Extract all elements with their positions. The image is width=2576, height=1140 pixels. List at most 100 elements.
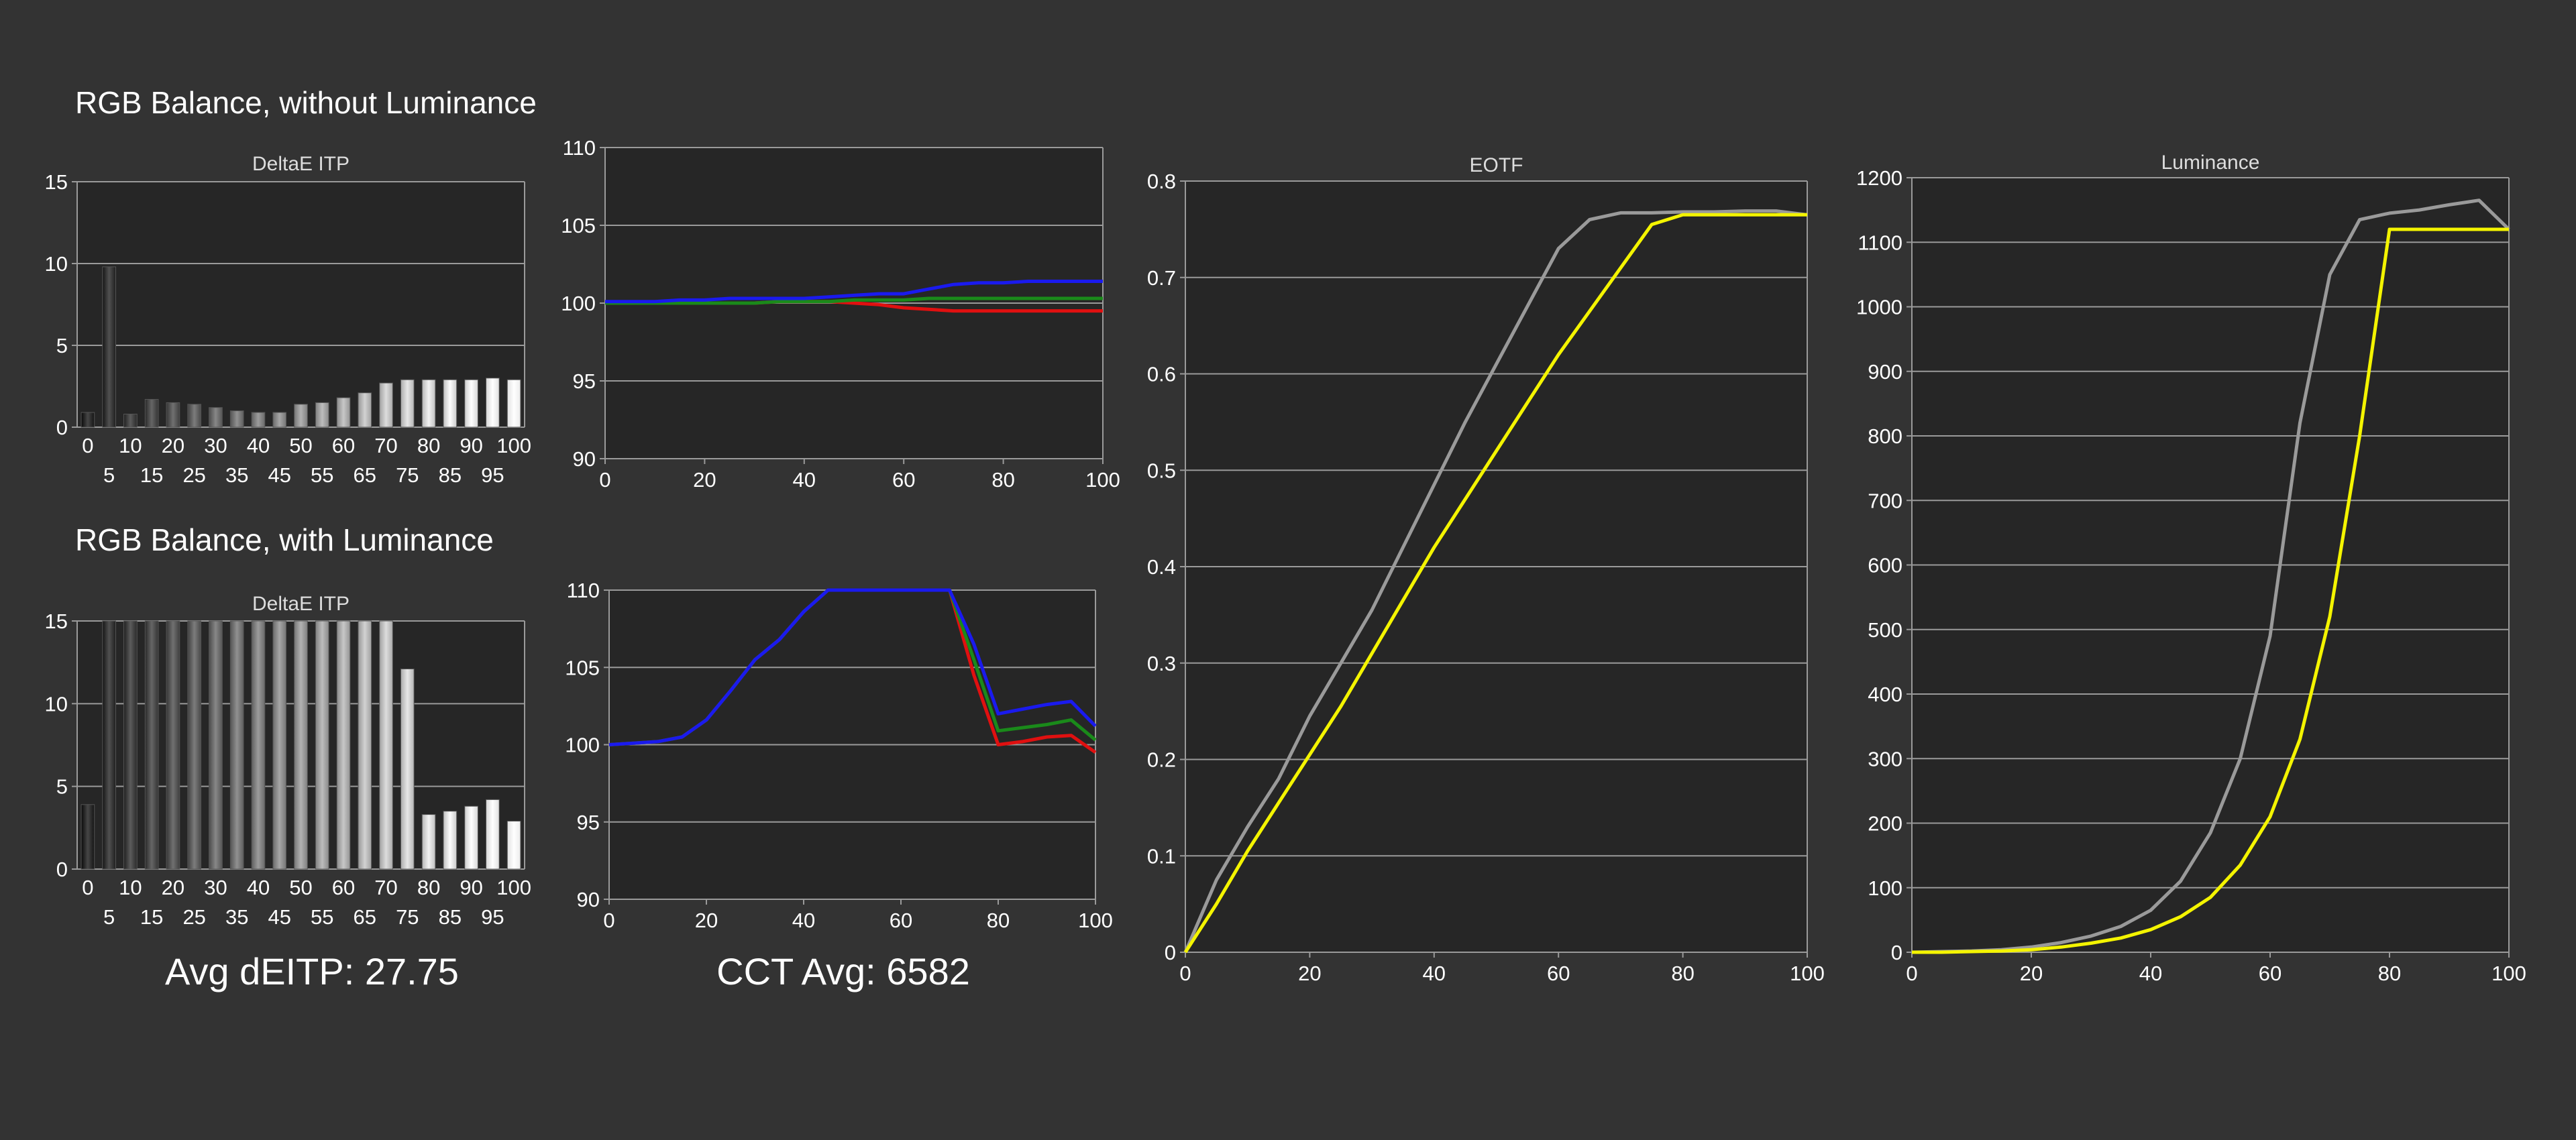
x-tick-label: 0: [603, 909, 614, 932]
bar-15: [144, 399, 159, 428]
bar-85: [443, 811, 458, 870]
x-tick-label: 100: [1078, 909, 1113, 932]
x-tick-label: 0: [1906, 962, 1917, 985]
bar-90: [464, 379, 478, 428]
y-tick-label: 110: [567, 579, 600, 602]
y-tick-label: 0.3: [1147, 652, 1176, 675]
cct-avg-label: CCT Avg: 6582: [716, 950, 970, 992]
y-tick-label: 300: [1868, 747, 1902, 771]
bar-0: [80, 412, 95, 428]
y-tick-label: 1100: [1858, 231, 1902, 254]
bar-50: [294, 404, 308, 428]
y-tick-label: 400: [1868, 683, 1902, 706]
y-tick-label: 0: [56, 416, 68, 439]
x-tick-label: 100: [496, 876, 531, 899]
chart-title: Luminance: [2161, 152, 2260, 174]
series-line-green: [605, 296, 1103, 305]
x-tick-label: 80: [417, 876, 440, 899]
y-tick-label: 0: [1891, 941, 1902, 964]
x-tick-label: 80: [987, 909, 1010, 932]
y-tick-label: 15: [45, 170, 68, 194]
chart-rgb-balance-without-luminance: 90 95 100 105 110 0 20 40 60 80 100: [561, 136, 1120, 492]
y-tick-label: 0.4: [1147, 555, 1176, 579]
series-line-yellow: [1183, 213, 1807, 954]
y-tick-label: 10: [45, 692, 68, 716]
x-tick-label: 60: [332, 434, 355, 457]
x-tick-label: 100: [1790, 962, 1825, 985]
x-tick-label: 20: [162, 876, 184, 899]
y-tick-label: 700: [1868, 489, 1902, 512]
series-line-blue: [605, 280, 1103, 304]
y-tick-label: 100: [561, 292, 596, 315]
x-tick-label: 20: [1298, 962, 1321, 985]
bar-100: [506, 820, 521, 870]
x-tick-label: 0: [1179, 962, 1191, 985]
x-tick-label: 70: [374, 434, 397, 457]
chart-title: EOTF: [1470, 154, 1523, 176]
y-tick-label: 0.6: [1147, 363, 1176, 386]
x-tick-label: 80: [417, 434, 440, 457]
x-tick-label: 40: [792, 909, 815, 932]
chart-eotf: 0 0.1 0.2 0.3 0.4 0.5 0.6 0.7 0.8 EOTF 0 20 40 60 80 10…: [1147, 154, 1825, 985]
chart-rgb-balance-with-luminance: 90 95 100 105 110 0 20 40 60 80 100: [565, 579, 1113, 932]
y-tick-label: 0.5: [1147, 459, 1176, 482]
y-tick-label: 0: [1165, 941, 1176, 964]
x-tick-label: 90: [460, 876, 482, 899]
bar-10: [123, 620, 138, 870]
bar-0: [80, 804, 95, 870]
x-tick-label: 80: [2378, 962, 2401, 985]
x-tick-label: 0: [82, 876, 93, 899]
y-tick-label: 800: [1868, 424, 1902, 448]
series-line-gray: [1183, 209, 1808, 953]
x-tick-label: 100: [1085, 468, 1120, 492]
chart-title: DeltaE ITP: [252, 593, 350, 615]
x-tick-label: 60: [890, 909, 912, 932]
bar-60: [336, 620, 351, 870]
x-tick-label: 10: [119, 876, 142, 899]
bar-35: [229, 620, 244, 870]
y-tick-label: 5: [56, 775, 68, 799]
y-tick-label: 105: [561, 214, 596, 237]
x-tick-label: 20: [695, 909, 718, 932]
bar-80: [421, 814, 436, 870]
x-tick-label: 100: [496, 434, 531, 457]
x-tick-label: 40: [247, 876, 270, 899]
x-tick-label: 35: [225, 905, 248, 929]
x-tick-label: 60: [1547, 962, 1570, 985]
bar-65: [358, 392, 372, 428]
y-tick-label: 0.2: [1147, 748, 1176, 772]
bar-25: [187, 620, 202, 870]
x-tick-label: 20: [693, 468, 716, 492]
x-tick-label: 50: [289, 876, 312, 899]
bar-70: [379, 620, 393, 870]
x-tick-label: 50: [289, 434, 312, 457]
x-tick-label: 55: [311, 463, 333, 487]
x-tick-label: 40: [247, 434, 270, 457]
x-tick-label: 95: [481, 463, 504, 487]
x-tick-label: 5: [103, 463, 115, 487]
x-tick-label: 25: [182, 905, 205, 929]
bar-40: [251, 412, 266, 428]
bar-10: [123, 413, 138, 428]
y-tick-label: 500: [1868, 618, 1902, 642]
bar-50: [294, 620, 308, 870]
x-tick-label: 15: [140, 905, 163, 929]
x-tick-label: 45: [268, 463, 290, 487]
bar-95: [486, 799, 500, 870]
y-tick-label: 95: [573, 369, 596, 393]
bar-30: [209, 620, 223, 870]
bar-25: [187, 404, 202, 428]
bar-20: [166, 620, 180, 870]
x-tick-label: 75: [396, 905, 419, 929]
bar-15: [144, 620, 159, 870]
x-tick-label: 55: [311, 905, 333, 929]
series-line-yellow: [1912, 227, 2509, 954]
series-line-blue: [608, 588, 1097, 746]
section-title-without-luminance: RGB Balance, without Luminance: [75, 85, 537, 120]
y-tick-label: 200: [1868, 812, 1902, 836]
bar-65: [358, 620, 372, 870]
x-tick-label: 80: [1671, 962, 1694, 985]
